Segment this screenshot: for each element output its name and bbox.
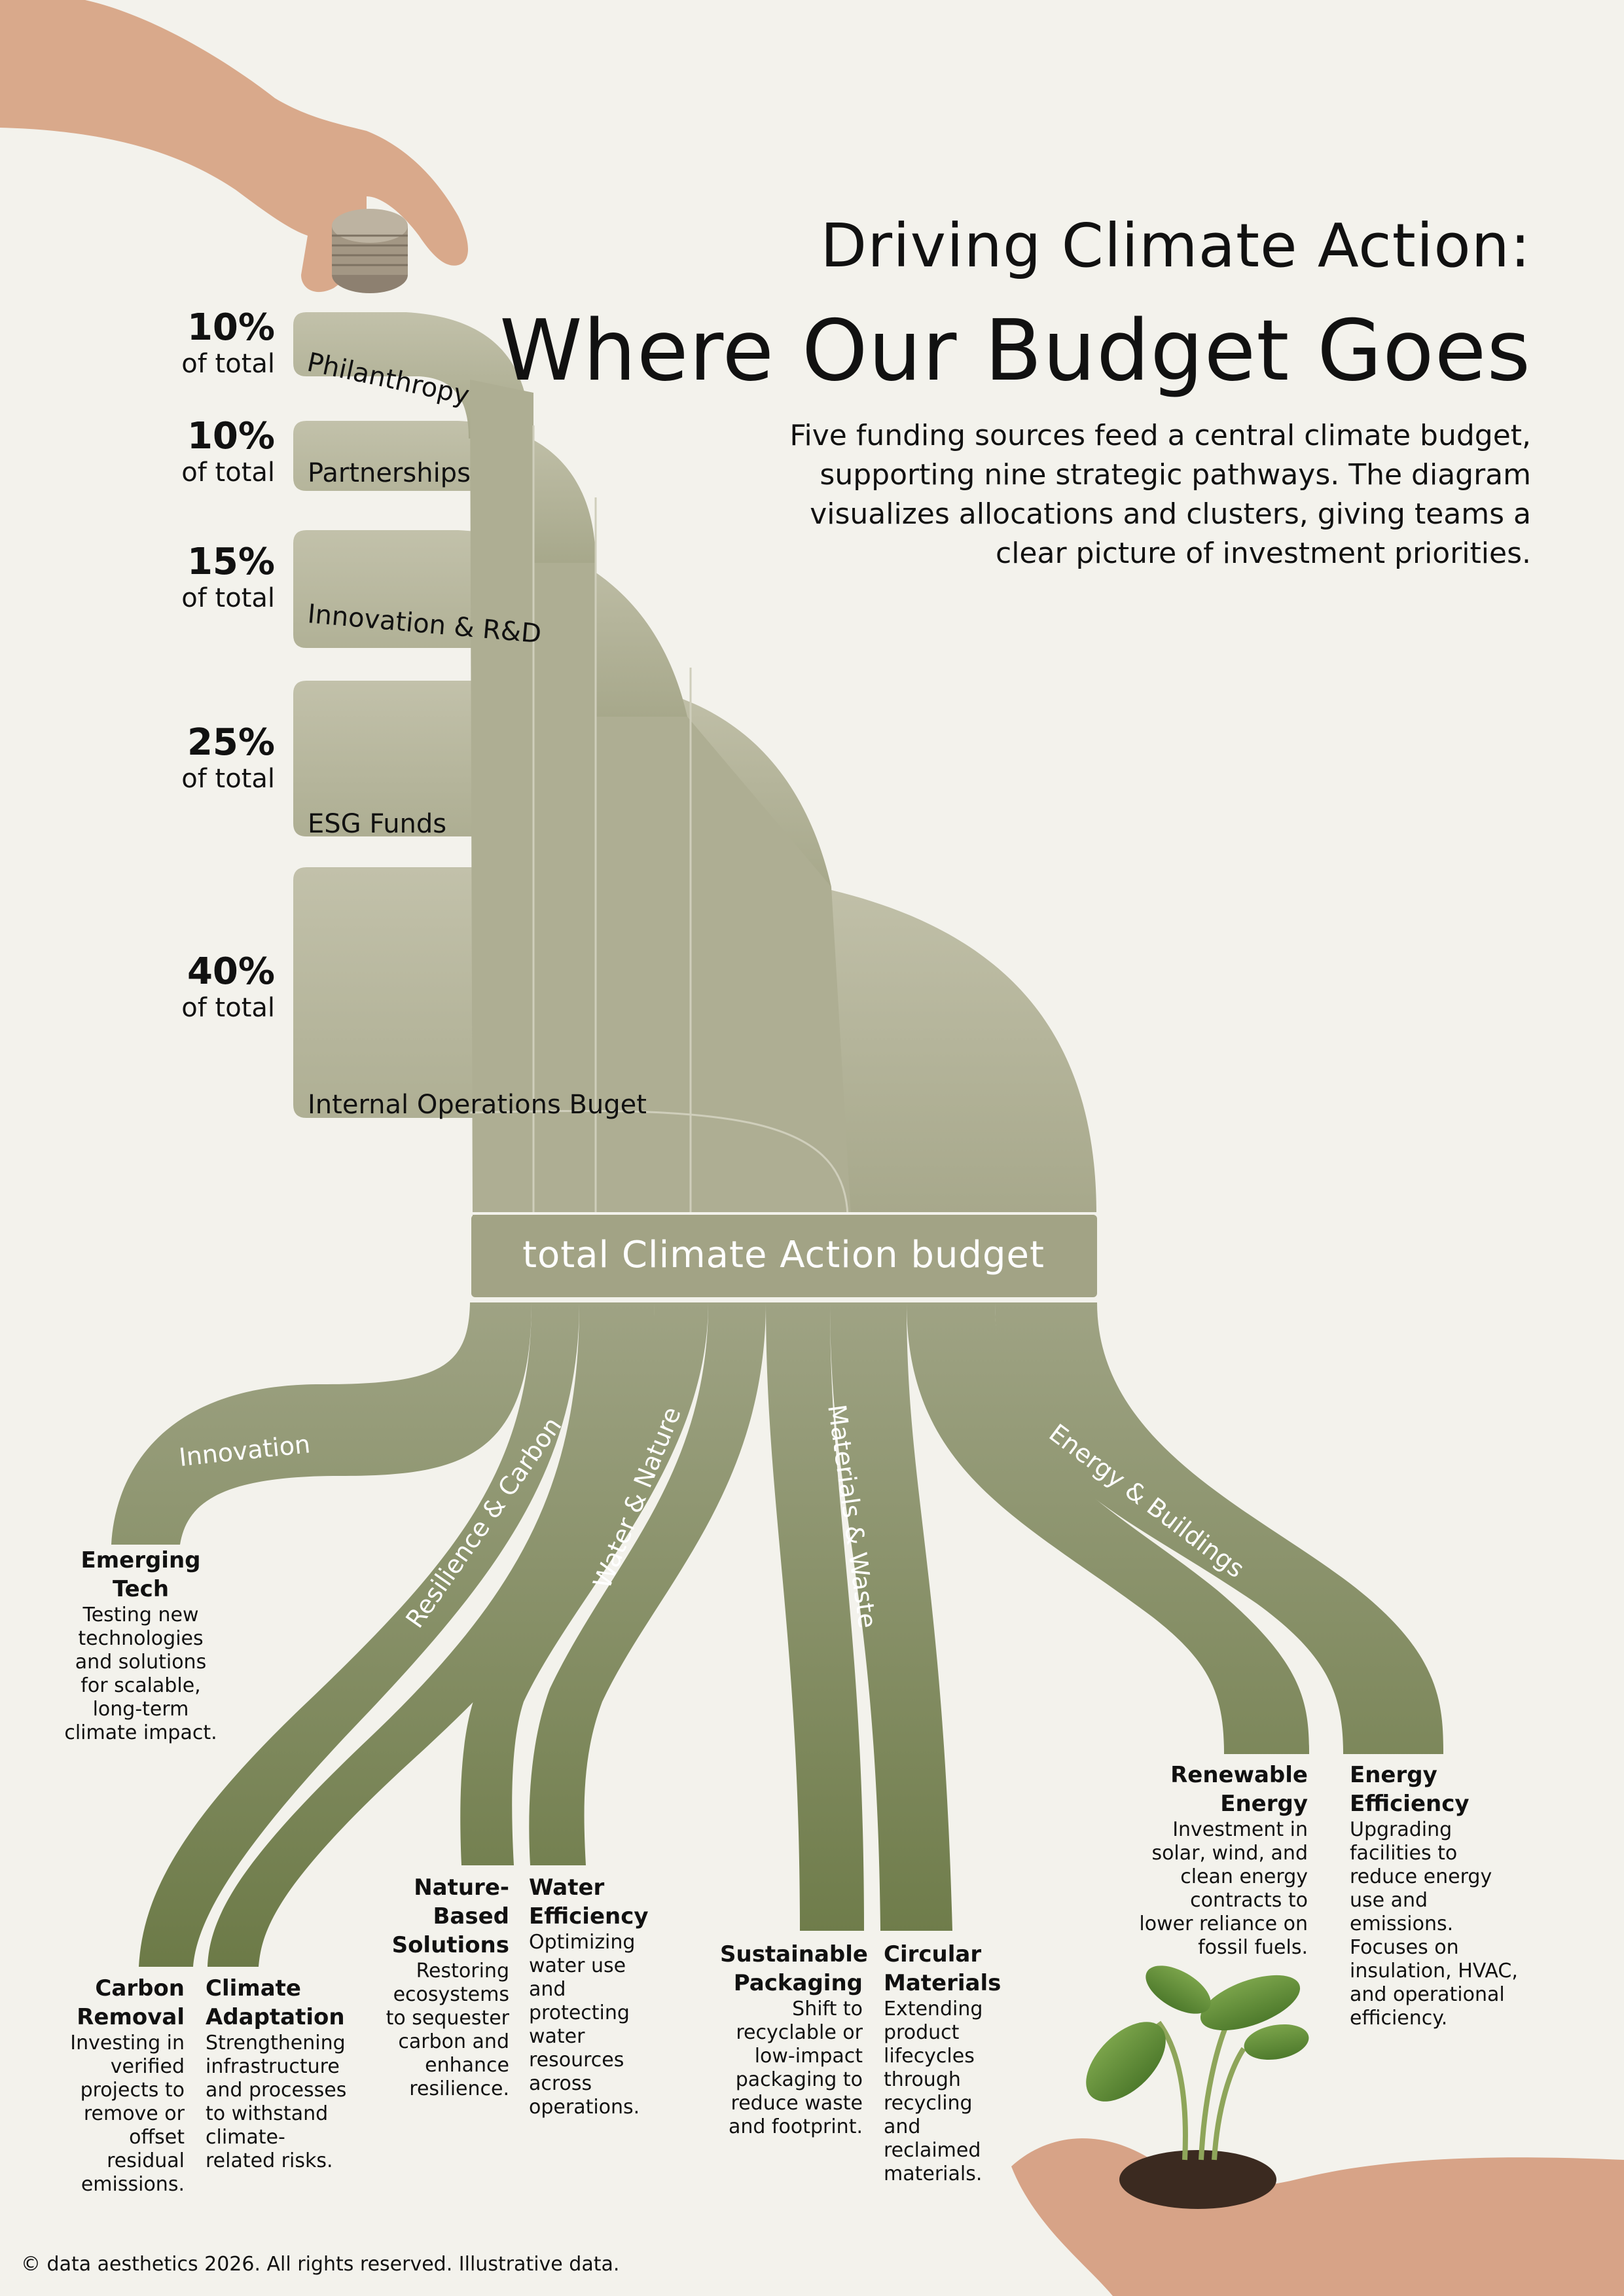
page-subtitle: Five funding sources feed a central clim… xyxy=(789,419,1531,570)
outcome-description: Upgrading facilities to reduce energy us… xyxy=(1350,1818,1518,2030)
flow-emerging-tech xyxy=(111,1302,532,1545)
source-percent-esg-funds: 25% of total xyxy=(79,723,275,795)
budget-node-top-rule xyxy=(471,1212,1097,1215)
percent-caption: of total xyxy=(181,457,275,488)
budget-node-label: total Climate Action budget xyxy=(522,1234,1045,1276)
flow-nature-based xyxy=(460,1302,708,1865)
flow-dividers xyxy=(469,425,849,1217)
flow-water-efficiency xyxy=(529,1302,766,1865)
outcome-name: Renewable Energy xyxy=(1170,1762,1308,1817)
budget-node-bottom-rule xyxy=(471,1297,1097,1301)
outcome-description: Testing new technologies and solutions f… xyxy=(64,1604,217,1744)
outcome-energy-efficiency: Energy Efficiency Upgrading facilities t… xyxy=(1350,1761,1526,2030)
outcome-description: Optimizing water use and protecting wate… xyxy=(529,1931,640,2119)
source-percent-innovation-rnd: 15% of total xyxy=(79,542,275,614)
outcome-nature-based-solutions: Nature-Based Solutions Restoring ecosyst… xyxy=(370,1873,509,2101)
outcome-name: Climate Adaptation xyxy=(206,1975,345,2030)
source-percent-partnerships: 10% of total xyxy=(79,416,275,488)
outcome-name: Carbon Removal xyxy=(77,1975,185,2030)
outcome-emerging-tech: Emerging Tech Testing new technologies a… xyxy=(59,1546,223,1745)
percent-caption: of total xyxy=(181,764,275,794)
outcome-circular-materials: Circular Materials Extending product lif… xyxy=(884,1940,1015,2186)
outcome-name: Sustainable Packaging xyxy=(720,1941,868,1996)
percent-value: 15% xyxy=(187,541,275,583)
flow-energy-efficiency xyxy=(995,1302,1443,1754)
percent-value: 25% xyxy=(187,721,275,764)
percent-caption: of total xyxy=(181,349,275,379)
source-label-partnerships: Partnerships xyxy=(308,458,471,488)
percent-value: 10% xyxy=(187,415,275,457)
outcome-name: Emerging Tech xyxy=(81,1547,201,1602)
sprout-in-hand-icon xyxy=(1011,1965,1624,2296)
source-label-internal-operations: Internal Operations Buget xyxy=(308,1090,647,1120)
percent-caption: of total xyxy=(181,993,275,1023)
flow-trunk xyxy=(470,380,851,1216)
outcome-carbon-removal: Carbon Removal Investing in verified pro… xyxy=(46,1974,185,2197)
footer-copyright: © data aesthetics 2026. All rights reser… xyxy=(21,2253,620,2276)
outcome-description: Restoring ecosystems to sequester carbon… xyxy=(386,1960,509,2100)
outcome-sustainable-packaging: Sustainable Packaging Shift to recyclabl… xyxy=(720,1940,868,2139)
flow-carbon-removal xyxy=(139,1302,579,1967)
outcome-description: Investment in solar, wind, and clean ene… xyxy=(1139,1818,1308,1959)
outcome-renewable-energy: Renewable Energy Investment in solar, wi… xyxy=(1139,1761,1308,1960)
outcome-description: Strengthening infrastructure and process… xyxy=(206,2032,347,2172)
outcome-water-efficiency: Water Efficiency Optimizing water use an… xyxy=(529,1873,668,2119)
hand-with-coins-icon xyxy=(0,0,468,293)
flow-circular-materials xyxy=(830,1302,952,1931)
outcome-name: Circular Materials xyxy=(884,1941,1001,1996)
flow-sustainable-packaging xyxy=(766,1302,864,1931)
outcome-description: Extending product lifecycles through rec… xyxy=(884,1998,983,2185)
percent-value: 40% xyxy=(187,950,275,993)
outcome-name: Nature-Based Solutions xyxy=(391,1874,509,1958)
flow-renewable-energy xyxy=(907,1302,1309,1754)
percent-value: 10% xyxy=(187,306,275,349)
outcome-climate-adaptation: Climate Adaptation Strengthening infrast… xyxy=(206,1974,350,2173)
outcome-description: Shift to recyclable or low-impact packag… xyxy=(728,1998,863,2138)
flow-climate-adaptation xyxy=(208,1302,655,1967)
page-title-line1: Driving Climate Action: xyxy=(820,211,1531,281)
source-label-esg-funds: ESG Funds xyxy=(308,809,447,839)
outcome-description: Investing in verified projects to remove… xyxy=(70,2032,185,2196)
source-percent-internal-operations: 40% of total xyxy=(79,952,275,1024)
budget-node xyxy=(471,1215,1097,1297)
outcome-name: Energy Efficiency xyxy=(1350,1762,1470,1817)
page-title-line2: Where Our Budget Goes xyxy=(499,302,1531,400)
outcome-name: Water Efficiency xyxy=(529,1874,649,1929)
source-percent-philanthropy: 10% of total xyxy=(79,308,275,380)
percent-caption: of total xyxy=(181,583,275,613)
